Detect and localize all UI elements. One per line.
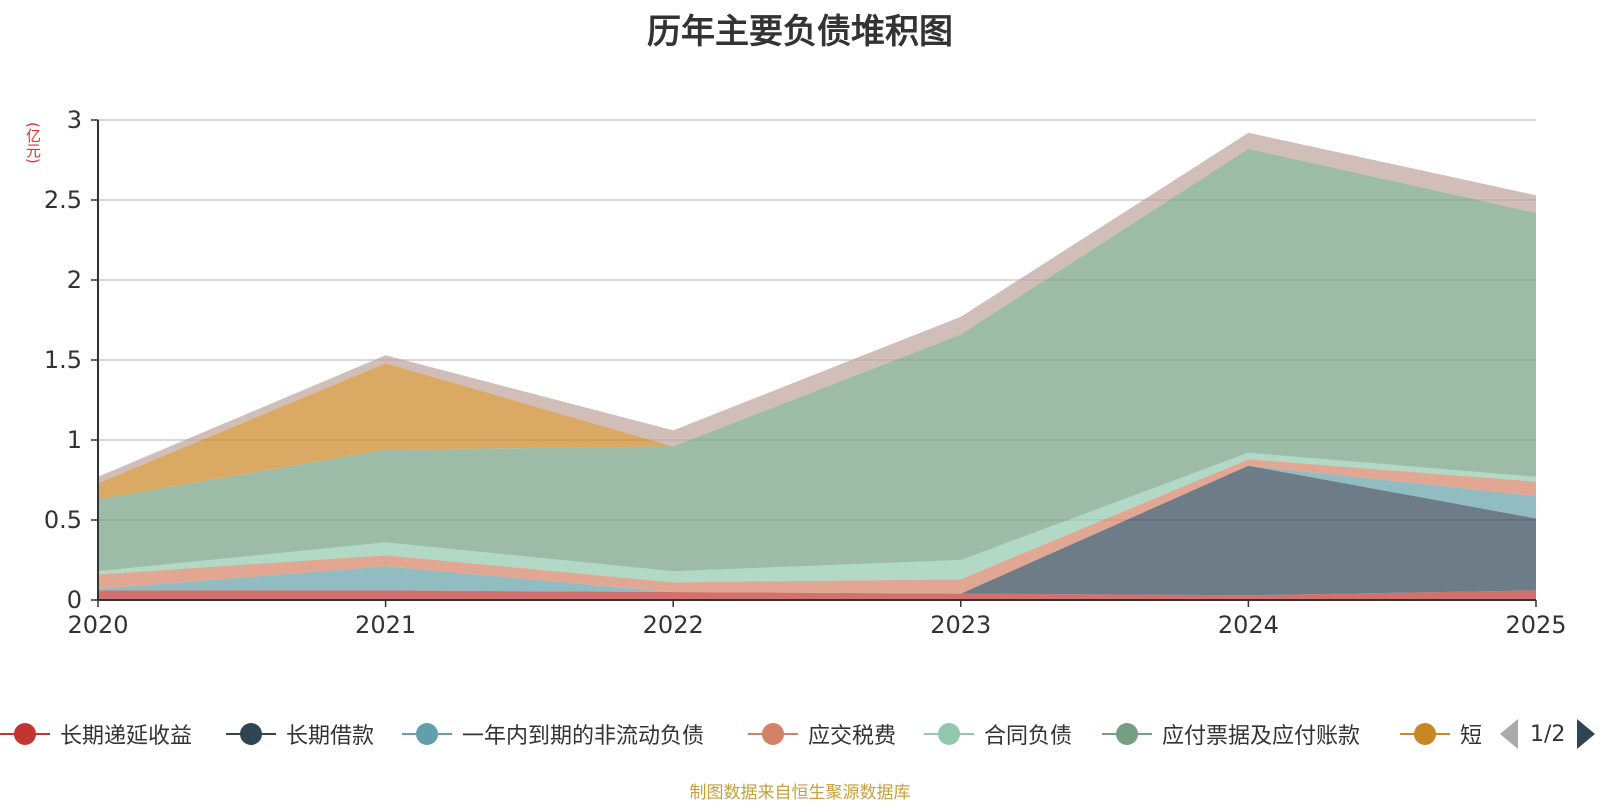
area-series — [98, 452, 1536, 583]
legend-item-deferred-income[interactable]: 长期递延收益 — [0, 716, 192, 752]
legend-label: 短 — [1460, 724, 1483, 749]
y-tick-label: 0.5 — [44, 506, 82, 534]
legend-pager: 1/2 — [1500, 716, 1596, 752]
legend-label: 长期递延收益 — [60, 724, 193, 749]
legend-dot — [416, 723, 438, 745]
area-series — [98, 148, 1536, 500]
legend-label: 应交税费 — [808, 724, 897, 749]
legend-prev-page-icon[interactable] — [1500, 719, 1518, 749]
area-series — [98, 459, 1536, 594]
legend-marker-icon — [748, 716, 798, 752]
legend-dot — [938, 723, 960, 745]
y-tick-label: 2.5 — [44, 186, 82, 214]
legend-dot — [1116, 723, 1138, 745]
y-axis-unit-label: (亿元) — [24, 122, 42, 164]
y-tick-label: 1 — [67, 426, 82, 454]
legend-marker-icon — [402, 716, 452, 752]
y-tick-label: 1.5 — [44, 346, 82, 374]
legend-label: 合同负债 — [984, 724, 1073, 749]
area-series — [98, 148, 1536, 572]
area-series — [98, 465, 1536, 594]
legend-dot — [14, 723, 36, 745]
legend-marker-icon — [0, 716, 50, 752]
legend-page-indicator: 1/2 — [1530, 721, 1566, 747]
stacked-areas — [98, 132, 1536, 600]
legend-item-short-term-loans[interactable]: 短 — [1400, 716, 1482, 752]
legend-marker-icon — [226, 716, 276, 752]
legend-item-current-noncurrent-liabilities[interactable]: 一年内到期的非流动负债 — [402, 716, 704, 752]
legend-marker-icon — [1102, 716, 1152, 752]
x-tick-label: 2025 — [1505, 611, 1566, 639]
x-tick-label: 2023 — [930, 611, 991, 639]
legend-item-long-term-loans[interactable]: 长期借款 — [226, 716, 374, 752]
y-tick-label: 3 — [67, 106, 82, 134]
legend-marker-icon — [924, 716, 974, 752]
legend-label: 应付票据及应付账款 — [1162, 724, 1361, 749]
x-tick-label: 2020 — [67, 611, 128, 639]
x-tick-label: 2021 — [355, 611, 416, 639]
area-chart: 0 0.5 1 1.5 2 2.5 3 2020 2021 2022 2023 2024 2025 — [44, 106, 1567, 639]
x-tick-label: 2022 — [643, 611, 704, 639]
legend-label: 长期借款 — [286, 724, 375, 749]
area-series — [98, 590, 1536, 600]
legend-label: 一年内到期的非流动负债 — [462, 724, 705, 749]
legend-marker-icon — [1400, 716, 1450, 752]
y-tick-label: 2 — [67, 266, 82, 294]
legend-item-taxes-payable[interactable]: 应交税费 — [748, 716, 896, 752]
area-series — [98, 465, 1536, 596]
legend-item-accounts-payable[interactable]: 应付票据及应付账款 — [1102, 716, 1360, 752]
legend-dot — [1414, 723, 1436, 745]
legend-dot — [240, 723, 262, 745]
area-series — [98, 132, 1536, 484]
axes: 0 0.5 1 1.5 2 2.5 3 2020 2021 2022 2023 2024 2025 — [44, 106, 1567, 639]
legend: 长期递延收益 长期借款 一年内到期的非流动负债 应交税费 合同负债 应付票据及应… — [0, 716, 1600, 756]
y-tick-label: 0 — [67, 586, 82, 614]
x-tick-label: 2024 — [1218, 611, 1279, 639]
legend-item-contract-liabilities[interactable]: 合同负债 — [924, 716, 1072, 752]
legend-next-page-icon[interactable] — [1577, 719, 1596, 749]
legend-dot — [762, 723, 784, 745]
chart-title: 历年主要负债堆积图 — [647, 12, 953, 52]
data-source-note: 制图数据来自恒生聚源数据库 — [689, 783, 911, 803]
